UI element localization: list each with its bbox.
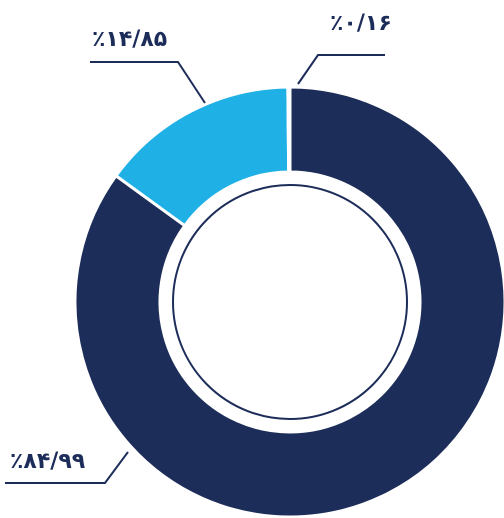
slice xyxy=(286,85,292,174)
data-label: ٪۰/۱۶ xyxy=(330,11,392,36)
data-label: ٪۱۴/۸۵ xyxy=(92,27,167,52)
callout-line xyxy=(5,451,129,484)
data-label: ٪۸۴/۹۹ xyxy=(10,449,85,474)
callout-line xyxy=(297,54,385,85)
callout-line xyxy=(90,61,206,104)
donut xyxy=(73,85,504,518)
slice xyxy=(73,85,504,518)
inner-ring xyxy=(172,184,408,420)
